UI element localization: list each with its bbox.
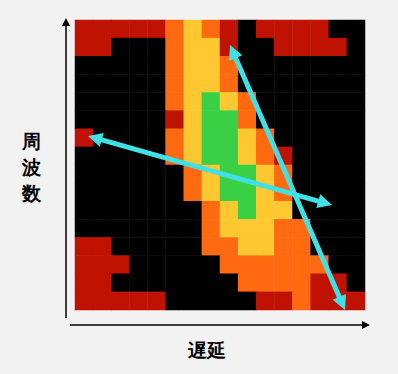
svg-text:数: 数: [21, 182, 42, 204]
svg-text:周: 周: [21, 130, 41, 152]
svg-text:波: 波: [21, 156, 41, 178]
svg-text:遅延: 遅延: [187, 339, 226, 361]
